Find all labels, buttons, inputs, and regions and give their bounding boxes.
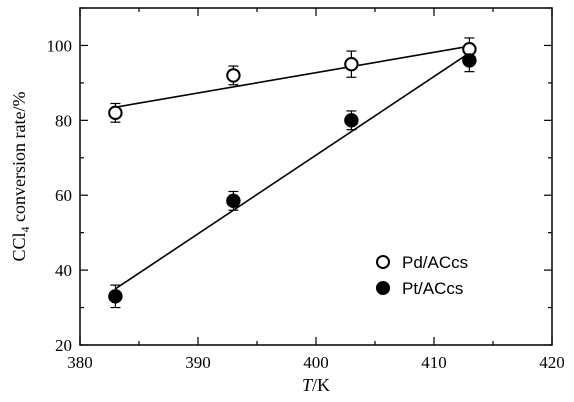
y-tick-label: 20 xyxy=(55,336,72,355)
axis-ticks: 380 390 400 410 420 20 40 60 80 100 xyxy=(47,7,565,372)
plot-frame xyxy=(79,7,553,346)
x-tick-label: 390 xyxy=(185,353,211,372)
data-point-pd xyxy=(344,56,359,72)
data-point-pd xyxy=(226,68,241,83)
data-point-pt xyxy=(344,113,359,128)
x-axis-title: T/K xyxy=(302,375,330,395)
fit-lines xyxy=(114,45,470,290)
data-point-pt xyxy=(108,289,123,304)
y-tick-label: 40 xyxy=(55,261,72,280)
legend-label-pd: Pd/ACcs xyxy=(402,253,468,272)
fit-line-pt xyxy=(114,52,470,290)
data-point-pd xyxy=(108,105,123,121)
y-tick-label: 80 xyxy=(55,111,72,130)
legend: Pd/ACcs Pt/ACcs xyxy=(376,253,468,298)
x-tick-label: 410 xyxy=(421,353,447,372)
data-point-pt xyxy=(462,53,477,68)
x-axis-title-unit: /K xyxy=(312,375,330,395)
fit-line-pd xyxy=(115,45,470,109)
legend-marker-pd xyxy=(376,255,390,269)
y-tick-label: 100 xyxy=(47,36,73,55)
y-axis-title-rest: conversion rate/% xyxy=(9,92,29,227)
y-axis-title-subscript: 4 xyxy=(18,226,32,232)
y-axis-title-main: CCl xyxy=(9,232,29,261)
x-axis-title-italic: T xyxy=(302,375,314,395)
data-point-pt xyxy=(226,193,241,209)
x-tick-label: 380 xyxy=(67,353,93,372)
legend-marker-pt xyxy=(376,281,390,295)
x-tick-label: 400 xyxy=(303,353,329,372)
y-axis-title: CCl4 conversion rate/% xyxy=(9,92,32,262)
y-tick-label: 60 xyxy=(55,186,72,205)
x-tick-label: 420 xyxy=(539,353,565,372)
data-points xyxy=(108,41,477,304)
legend-label-pt: Pt/ACcs xyxy=(402,279,463,298)
